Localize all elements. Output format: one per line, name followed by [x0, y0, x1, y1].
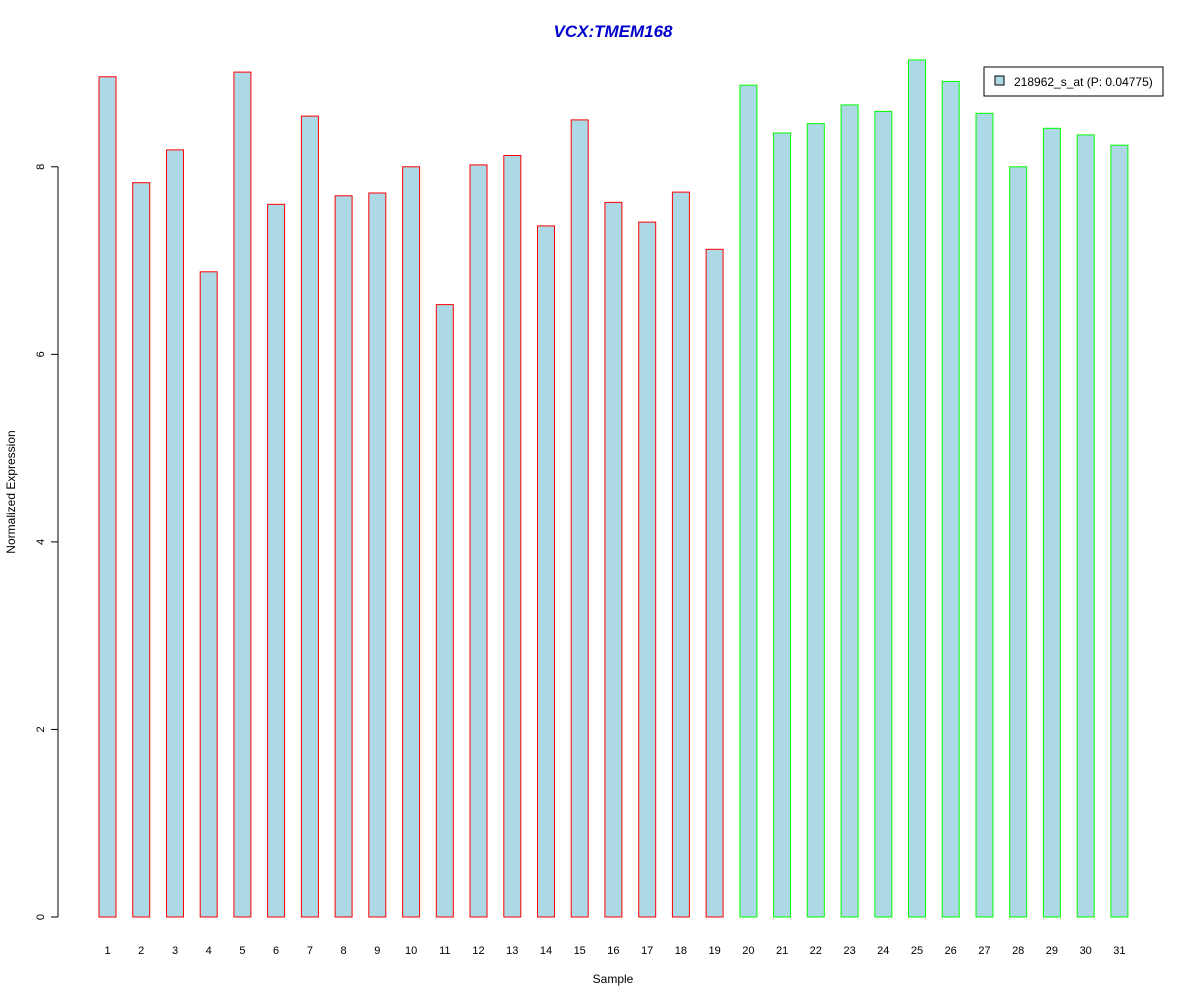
x-tick-label: 28 [1012, 945, 1024, 957]
bar-sample-25 [908, 59, 926, 918]
x-tick-label: 5 [239, 945, 245, 957]
y-tick-label: 8 [35, 164, 47, 170]
bar-sample-19 [705, 248, 724, 918]
x-tick-label: 31 [1113, 945, 1125, 957]
bar-sample-16 [604, 201, 623, 918]
x-tick-label: 12 [472, 945, 484, 957]
bar-sample-1 [98, 76, 117, 918]
bar-sample-18 [671, 191, 690, 918]
y-axis: 0 2 4 6 8 [35, 164, 59, 920]
bar-sample-29 [1042, 127, 1061, 918]
bar-sample-28 [1009, 166, 1028, 918]
x-tick-label: 3 [172, 945, 178, 957]
x-tick-label: 11 [439, 945, 450, 957]
x-tick-label: 13 [506, 945, 518, 957]
x-tick-label: 2 [138, 945, 144, 957]
x-tick-label: 27 [978, 945, 990, 957]
x-tick-label: 8 [341, 945, 347, 957]
x-tick-label: 10 [405, 945, 417, 957]
bar-sample-11 [435, 304, 454, 918]
bar-sample-23 [840, 104, 859, 918]
bar-sample-9 [368, 192, 387, 918]
legend-label: 218962_s_at (P: 0.04775) [1014, 75, 1153, 89]
legend-swatch [994, 75, 1005, 86]
bar-sample-2 [132, 182, 151, 918]
bar-sample-15 [570, 119, 589, 918]
x-tick-label: 18 [675, 945, 687, 957]
x-tick-label: 24 [877, 945, 889, 957]
bar-sample-30 [1076, 134, 1095, 918]
bar-sample-14 [537, 225, 555, 918]
bar-sample-4 [199, 271, 218, 918]
bar-sample-7 [300, 115, 319, 918]
legend: 218962_s_at (P: 0.04775) [983, 66, 1164, 97]
y-tick-label: 4 [35, 539, 47, 545]
bar-sample-26 [941, 80, 960, 918]
bar-sample-8 [334, 195, 353, 918]
x-tick-label: 22 [810, 945, 822, 957]
x-tick-label: 4 [206, 945, 212, 957]
y-axis-label: Normalized Expression [4, 430, 18, 553]
x-tick-label: 25 [911, 945, 923, 957]
x-tick-label: 16 [607, 945, 619, 957]
bar-sample-3 [166, 149, 184, 918]
x-tick-label: 19 [708, 945, 720, 957]
chart-title: VCX:TMEM168 [553, 22, 673, 41]
y-tick-label: 0 [35, 914, 47, 920]
bar-sample-20 [739, 84, 758, 918]
legend-box [983, 66, 1164, 97]
bar-sample-27 [975, 112, 994, 918]
bar-sample-12 [469, 164, 488, 918]
x-axis-label: Sample [593, 972, 634, 986]
x-tick-label: 26 [945, 945, 957, 957]
bars [98, 59, 1129, 918]
bar-sample-31 [1110, 144, 1129, 918]
y-tick-label: 6 [35, 351, 47, 357]
x-tick-label: 21 [776, 945, 788, 957]
bar-sample-21 [773, 132, 792, 918]
x-tick-label: 30 [1080, 945, 1092, 957]
x-tick-label: 6 [273, 945, 279, 957]
x-tick-label: 15 [574, 945, 586, 957]
x-tick-label: 20 [742, 945, 754, 957]
bar-sample-6 [267, 203, 286, 918]
x-tick-label: 17 [641, 945, 653, 957]
bar-sample-24 [874, 110, 893, 918]
bar-sample-13 [503, 155, 522, 918]
x-tick-label: 9 [374, 945, 380, 957]
bar-sample-10 [402, 166, 421, 918]
x-tick-label: 29 [1046, 945, 1058, 957]
y-tick-label: 2 [35, 726, 47, 732]
x-tick-label: 7 [307, 945, 313, 957]
bar-sample-22 [806, 123, 825, 918]
x-tick-label: 14 [540, 945, 552, 957]
bar-sample-17 [638, 221, 657, 918]
x-tick-label: 23 [843, 945, 855, 957]
x-tick-labels: 1 2 3 4 5 6 7 8 9 10 11 12 13 14 15 16 17 18 19 20 21 22 23 24 2… [104, 945, 1125, 957]
x-tick-label: 1 [104, 945, 110, 957]
bar-sample-5 [233, 71, 252, 918]
